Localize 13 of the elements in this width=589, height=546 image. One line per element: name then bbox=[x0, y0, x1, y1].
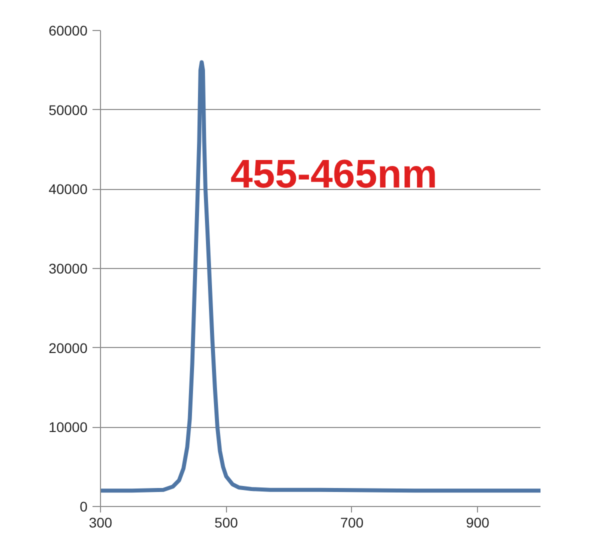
y-tick-label: 20000 bbox=[48, 340, 88, 356]
line-series bbox=[100, 60, 540, 493]
y-tick-label: 10000 bbox=[48, 419, 88, 436]
x-tick-label: 700 bbox=[340, 514, 364, 530]
x-tick-label: 900 bbox=[466, 514, 490, 530]
x-tick-label: 300 bbox=[88, 514, 112, 530]
annotation: 455-465nm bbox=[230, 152, 438, 196]
y-tick-label: 30000 bbox=[48, 260, 88, 276]
y-tick-label: 40000 bbox=[48, 181, 88, 198]
y-tick-label: 0 bbox=[80, 498, 88, 514]
y-tick-label: 50000 bbox=[48, 102, 88, 118]
x-tick-label: 500 bbox=[214, 514, 238, 530]
y-tick-label: 60000 bbox=[48, 22, 88, 38]
